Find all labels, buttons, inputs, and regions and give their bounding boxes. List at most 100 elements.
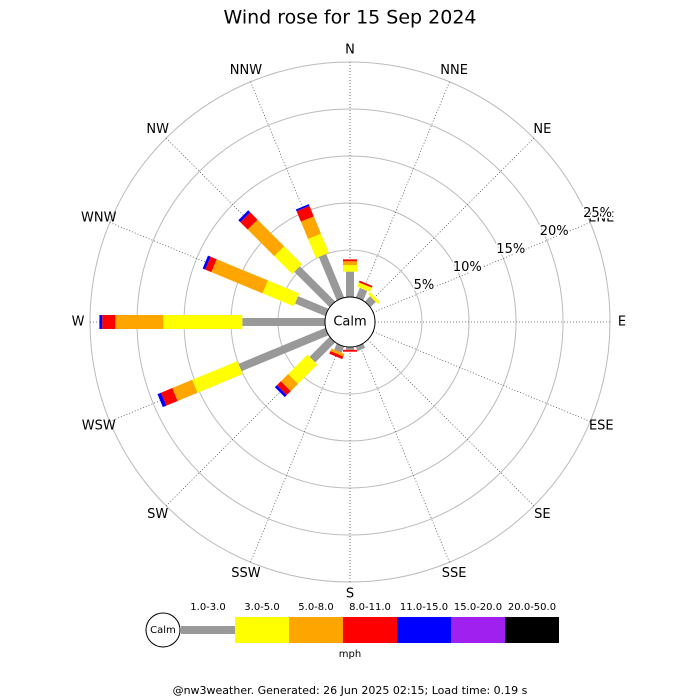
spoke [250, 344, 341, 563]
legend-swatch [181, 626, 235, 634]
bar-segment [368, 292, 380, 304]
direction-label: WNW [81, 210, 117, 225]
bar-segment [295, 204, 310, 212]
legend-label: 8.0-11.0 [349, 602, 391, 613]
bar-segment [157, 392, 167, 408]
bar-segment [172, 379, 198, 401]
spoke [367, 137, 535, 305]
bar-segment [357, 282, 372, 293]
bar-segment [274, 246, 303, 275]
legend-swatch [343, 617, 397, 643]
legend-label: 15.0-20.0 [454, 602, 502, 613]
direction-bar [157, 327, 329, 408]
direction-label: ENE [588, 210, 614, 225]
bar-segment [309, 336, 336, 363]
bar-segment [296, 205, 314, 222]
r-tick-label: 10% [453, 260, 482, 275]
calm-label: Calm [333, 315, 366, 330]
direction-label: NNW [230, 63, 262, 78]
bar-segment [276, 381, 291, 396]
direction-label: ESE [589, 419, 614, 434]
bar-segment [308, 233, 329, 259]
direction-bar [364, 292, 380, 308]
direction-bar [99, 315, 325, 329]
direction-label: N [345, 43, 355, 58]
bar-segment [358, 280, 373, 288]
legend-swatch [451, 617, 505, 643]
r-tick-label: 20% [540, 224, 569, 239]
direction-label: SSE [442, 566, 467, 581]
bar-segment [262, 280, 300, 307]
legend-swatch [505, 617, 559, 643]
direction-bar [355, 280, 373, 301]
bar-segment [99, 315, 103, 329]
bar-segment [343, 261, 357, 266]
legend-label: 1.0-3.0 [190, 602, 225, 613]
spoke [372, 222, 591, 313]
direction-bar [355, 343, 366, 351]
legend-calm-label: Calm [150, 625, 176, 636]
direction-bar [202, 255, 329, 317]
bar-segment [211, 259, 268, 294]
direction-label: SE [534, 507, 550, 522]
bar-segment [330, 348, 345, 357]
bar-segment [240, 212, 258, 230]
bar-segment [346, 347, 354, 350]
bar-segment [294, 296, 329, 317]
bar-segment [242, 318, 325, 326]
bar-segment [274, 385, 287, 398]
direction-label: SW [147, 507, 168, 522]
legend-swatch [397, 617, 451, 643]
bar-segment [346, 271, 354, 297]
legend-swatch [289, 617, 343, 643]
bar-segment [329, 351, 344, 360]
bar-segment [355, 287, 368, 301]
bar-segment [202, 255, 211, 270]
direction-label: NNE [440, 63, 468, 78]
direction-label: S [346, 587, 354, 602]
direction-label: SSW [231, 566, 261, 581]
legend-swatch [235, 617, 289, 643]
legend-units: mph [339, 649, 361, 660]
direction-bar [343, 347, 357, 352]
bar-segment [318, 253, 345, 301]
direction-bar [238, 210, 336, 308]
bar-segment [247, 219, 285, 257]
bar-segment [163, 315, 243, 329]
legend-label: 20.0-50.0 [508, 602, 556, 613]
spoke [367, 339, 535, 507]
bar-segment [160, 388, 178, 406]
spoke [359, 81, 450, 300]
bar-segment [280, 373, 299, 392]
r-tick-label: 25% [583, 206, 612, 221]
bar-segment [288, 354, 318, 384]
legend-label: 11.0-15.0 [400, 602, 448, 613]
legend-label: 5.0-8.0 [298, 602, 333, 613]
bar-segment [364, 296, 376, 308]
bar-segment [238, 327, 329, 372]
direction-label: E [618, 315, 626, 330]
bar-segment [238, 210, 251, 223]
bar-segment [343, 259, 357, 262]
r-tick-label: 15% [496, 242, 525, 257]
legend-calm-circle [145, 612, 181, 648]
direction-label: WSW [82, 419, 116, 434]
bar-segment [343, 265, 357, 272]
direction-bar [343, 259, 357, 297]
calm-circle [324, 296, 376, 348]
bar-segment [355, 343, 366, 351]
legend-label: 3.0-5.0 [244, 602, 279, 613]
bar-segment [294, 266, 336, 308]
chart-title: Wind rose for 15 Sep 2024 [223, 7, 476, 29]
spoke [359, 344, 450, 563]
bar-segment [343, 349, 357, 352]
bar-segment [102, 315, 116, 329]
bar-segment [115, 315, 164, 329]
bar-segment [300, 216, 322, 240]
direction-label: NW [146, 122, 169, 137]
bar-segment [205, 256, 217, 273]
bar-segment [192, 361, 243, 393]
r-tick-label: 5% [414, 278, 435, 293]
direction-bar [274, 336, 336, 398]
